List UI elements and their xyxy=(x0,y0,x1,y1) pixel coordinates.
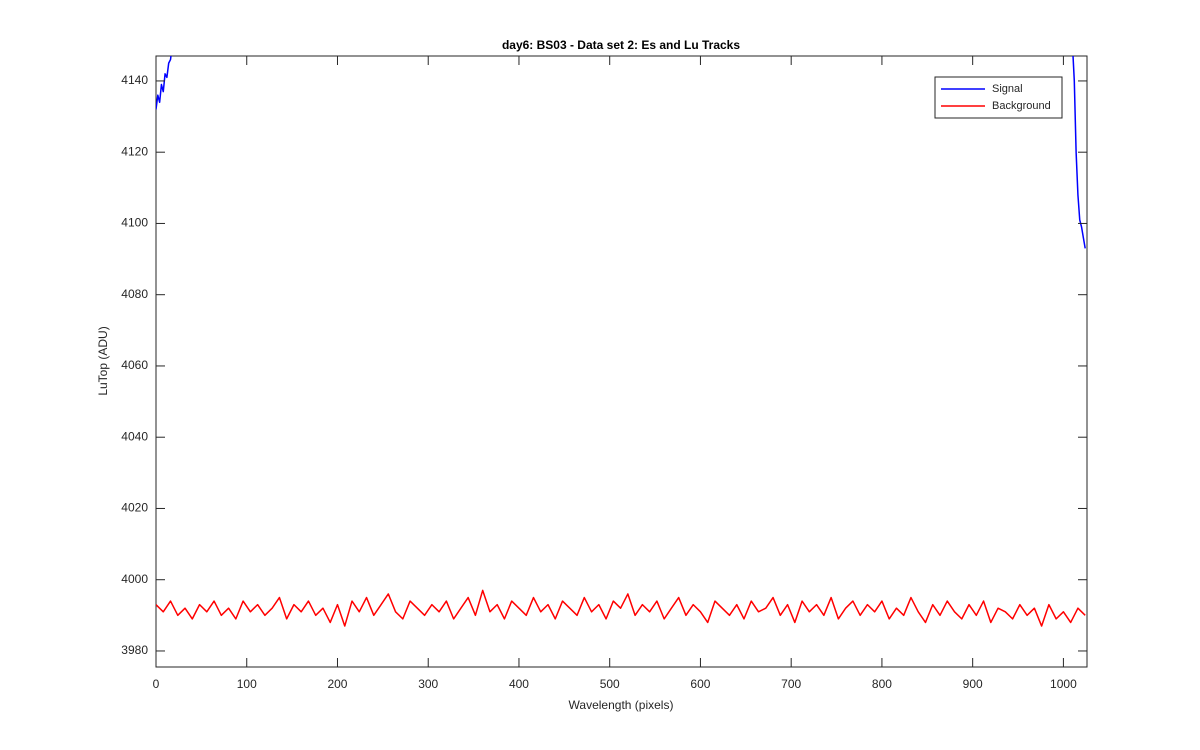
plot-area xyxy=(155,55,1088,668)
y-tick-label: 4000 xyxy=(121,572,148,586)
x-tick-label: 200 xyxy=(327,677,347,691)
x-tick-label: 300 xyxy=(418,677,438,691)
x-tick-label: 500 xyxy=(600,677,620,691)
x-tick-label: 800 xyxy=(872,677,892,691)
x-tick-label: 700 xyxy=(781,677,801,691)
y-tick-label: 4020 xyxy=(121,501,148,515)
x-tick-label: 400 xyxy=(509,677,529,691)
y-axis-label: LuTop (ADU) xyxy=(96,326,110,395)
x-tick-label: 600 xyxy=(690,677,710,691)
x-tick-label: 900 xyxy=(963,677,983,691)
legend-label: Signal xyxy=(992,83,1023,95)
legend-label: Background xyxy=(992,100,1051,112)
y-tick-label: 4140 xyxy=(121,73,148,87)
x-axis-label: Wavelength (pixels) xyxy=(569,698,674,712)
y-tick-label: 3980 xyxy=(121,643,148,657)
x-tick-label: 1000 xyxy=(1050,677,1077,691)
legend-box xyxy=(934,76,1063,119)
x-tick-label: 100 xyxy=(237,677,257,691)
y-tick-label: 4040 xyxy=(121,429,148,443)
y-tick-label: 4060 xyxy=(121,358,148,372)
y-tick-label: 4080 xyxy=(121,287,148,301)
y-tick-label: 4100 xyxy=(121,216,148,230)
chart-title: day6: BS03 - Data set 2: Es and Lu Track… xyxy=(502,38,740,52)
x-tick-label: 0 xyxy=(153,677,160,691)
series-line xyxy=(156,589,1086,627)
lines xyxy=(156,56,1086,627)
y-tick-label: 4120 xyxy=(121,144,148,158)
series-line xyxy=(156,56,1086,249)
